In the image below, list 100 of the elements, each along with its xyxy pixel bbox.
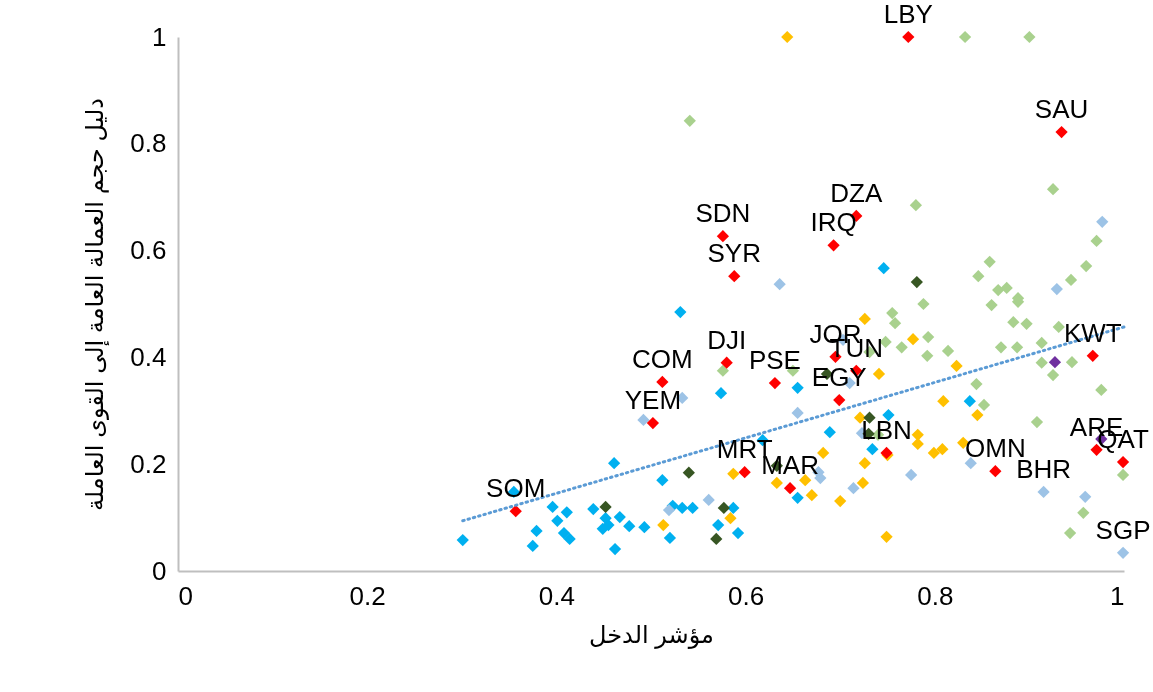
annotation: SOM bbox=[486, 473, 546, 504]
point bbox=[911, 437, 924, 451]
point bbox=[781, 30, 794, 44]
point bbox=[791, 406, 804, 420]
annotation: SAU bbox=[1034, 94, 1089, 125]
point bbox=[858, 312, 871, 326]
point bbox=[674, 305, 687, 319]
point bbox=[613, 510, 626, 524]
point bbox=[663, 531, 677, 545]
point bbox=[1116, 468, 1130, 481]
point bbox=[728, 270, 741, 283]
point bbox=[623, 520, 636, 533]
point bbox=[637, 413, 650, 426]
point bbox=[972, 270, 985, 283]
point bbox=[738, 466, 751, 479]
x-tick-label: 1 bbox=[1110, 580, 1125, 611]
point bbox=[888, 317, 902, 330]
point bbox=[858, 457, 871, 470]
x-tick-label: 0.8 bbox=[917, 580, 954, 611]
point bbox=[1007, 316, 1020, 329]
point bbox=[551, 514, 564, 527]
point bbox=[607, 457, 621, 470]
point bbox=[1095, 383, 1108, 397]
point bbox=[712, 518, 725, 532]
annotation: SYR bbox=[707, 238, 761, 269]
annotation: SGP bbox=[1095, 514, 1151, 545]
x-tick-label: 0 bbox=[178, 580, 193, 611]
point bbox=[716, 230, 730, 243]
annotation: IRQ bbox=[810, 207, 857, 238]
point bbox=[1052, 320, 1065, 334]
annotation: YEM bbox=[624, 385, 682, 416]
point bbox=[791, 381, 804, 394]
point bbox=[817, 446, 830, 460]
point bbox=[1030, 415, 1044, 429]
point bbox=[971, 408, 984, 422]
point bbox=[1055, 125, 1068, 139]
point bbox=[989, 465, 1002, 478]
point bbox=[1064, 273, 1078, 287]
point bbox=[941, 344, 955, 358]
point bbox=[910, 275, 923, 289]
point bbox=[676, 501, 689, 515]
point bbox=[927, 446, 940, 460]
point bbox=[1065, 356, 1079, 369]
y-tick-label: 0.2 bbox=[130, 448, 167, 479]
point bbox=[977, 398, 991, 412]
point bbox=[1037, 485, 1050, 499]
point bbox=[791, 491, 804, 504]
point bbox=[872, 367, 886, 381]
point bbox=[985, 298, 998, 312]
point bbox=[702, 493, 715, 507]
point bbox=[994, 341, 1008, 354]
point bbox=[880, 530, 893, 543]
point bbox=[866, 443, 879, 456]
point bbox=[958, 30, 972, 44]
point bbox=[882, 408, 895, 422]
point bbox=[638, 521, 651, 534]
y-tick-label: 1 bbox=[152, 21, 167, 52]
x-axis-title: مؤشر الدخل bbox=[589, 620, 714, 649]
annotation: EGY bbox=[811, 362, 867, 393]
annotation: DJI bbox=[707, 324, 747, 355]
y-tick-label: 0 bbox=[152, 555, 167, 586]
point bbox=[1020, 317, 1033, 330]
point bbox=[964, 457, 977, 470]
x-tick-label: 0.2 bbox=[349, 580, 386, 611]
point bbox=[856, 476, 870, 490]
point bbox=[1077, 506, 1090, 519]
point bbox=[827, 239, 840, 252]
point bbox=[895, 341, 908, 354]
point bbox=[720, 356, 733, 369]
point bbox=[526, 539, 539, 553]
point bbox=[950, 359, 963, 373]
point bbox=[1086, 349, 1099, 362]
x-tick-label: 0.6 bbox=[728, 580, 765, 611]
point bbox=[456, 533, 469, 547]
point bbox=[970, 377, 983, 391]
point bbox=[724, 512, 737, 525]
point bbox=[546, 500, 559, 514]
point bbox=[509, 505, 522, 518]
point bbox=[686, 501, 699, 515]
point bbox=[906, 333, 920, 346]
point bbox=[1046, 368, 1060, 382]
annotation: PSE bbox=[748, 345, 801, 376]
point bbox=[560, 506, 573, 519]
point bbox=[682, 466, 695, 479]
annotation: LBN bbox=[861, 414, 912, 445]
point bbox=[657, 518, 670, 532]
point bbox=[886, 306, 899, 320]
point bbox=[1096, 215, 1109, 228]
point bbox=[937, 395, 950, 408]
point bbox=[1079, 490, 1092, 503]
point bbox=[602, 518, 615, 532]
point bbox=[847, 482, 860, 495]
point bbox=[770, 476, 783, 490]
point bbox=[783, 482, 797, 495]
point bbox=[773, 278, 786, 291]
point bbox=[768, 376, 782, 390]
point bbox=[716, 364, 730, 377]
point bbox=[727, 501, 740, 515]
point bbox=[714, 387, 728, 400]
point bbox=[992, 283, 1005, 297]
